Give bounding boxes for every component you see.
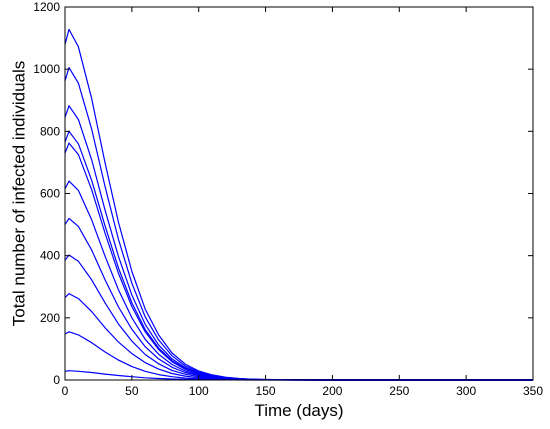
y-tick-label: 800 [40,124,60,138]
series-line-1 [64,370,533,381]
x-tick-label: 50 [125,384,139,398]
series-line-3 [64,293,533,381]
y-tick-label: 400 [40,249,60,263]
x-axis-label: Time (days) [254,401,343,420]
y-tick-label: 0 [53,373,60,387]
x-tick-label: 150 [256,384,276,398]
x-tick-label: 200 [322,384,342,398]
y-tick-label: 200 [40,311,60,325]
y-tick-label: 1000 [33,62,60,76]
y-tick-label: 600 [40,187,60,201]
x-tick-label: 250 [389,384,409,398]
series-line-8 [64,130,533,381]
x-tick-label: 100 [189,384,209,398]
series-line-11 [64,28,533,381]
series-line-4 [64,254,533,381]
x-tick-label: 300 [456,384,476,398]
x-axis-ticks: 0 50 100 150 200 250 300 350 [62,7,543,398]
x-tick-label: 0 [62,384,69,398]
series-line-9 [64,105,533,381]
y-axis-ticks: 0 200 400 600 800 1000 1200 [33,0,533,387]
y-axis-label: Total number of infected individuals [9,61,28,327]
y-tick-label: 1200 [33,0,60,14]
series-lines [64,28,533,381]
x-tick-label: 350 [523,384,543,398]
